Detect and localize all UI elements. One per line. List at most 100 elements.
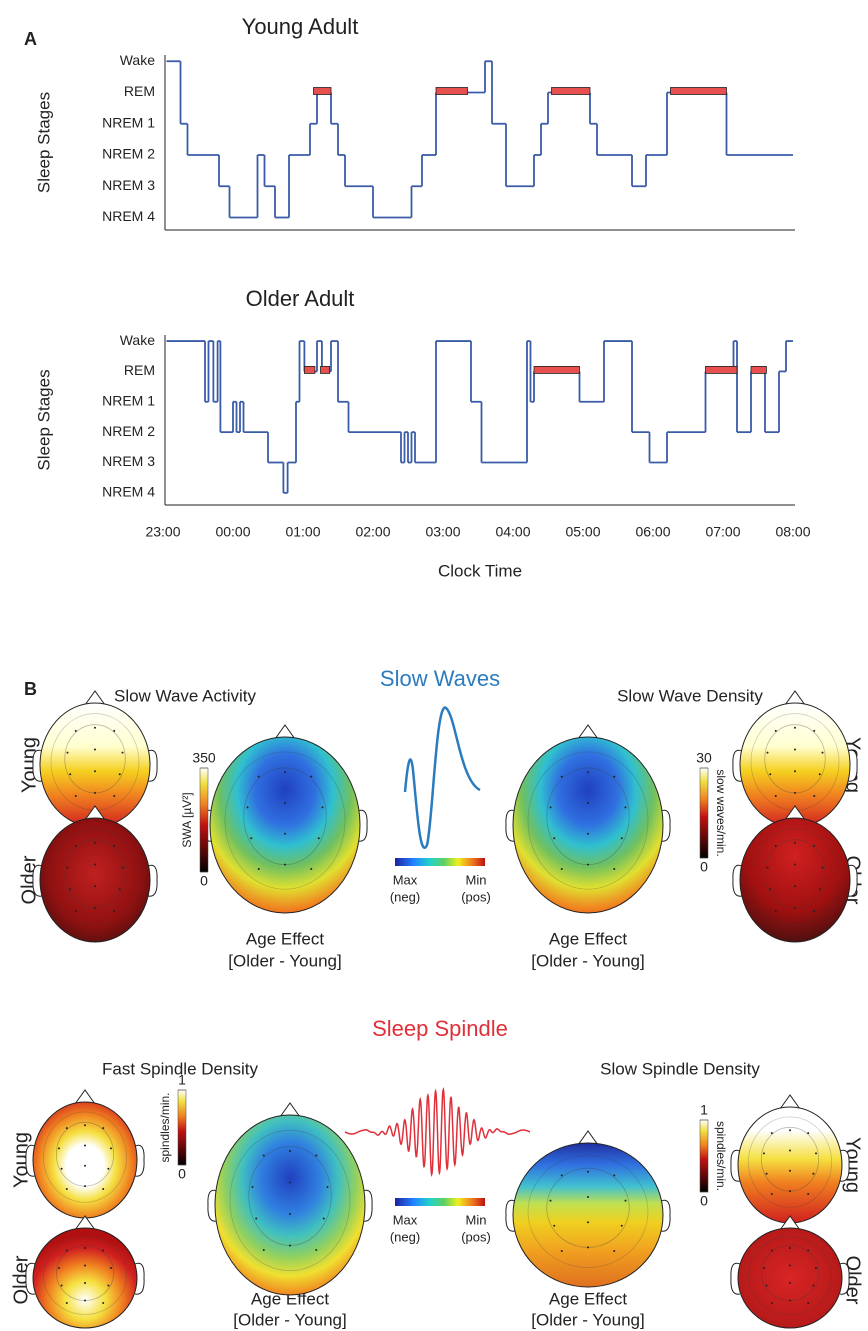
section-title: Slow Waves — [380, 666, 500, 691]
electrode — [315, 1249, 318, 1251]
electrode — [770, 1132, 773, 1135]
head-ear — [847, 749, 858, 782]
scalp-map — [512, 736, 664, 914]
electrode — [257, 775, 260, 778]
electrode — [587, 771, 589, 774]
colorbar-label: spindles/min. — [158, 1092, 172, 1162]
electrode — [121, 866, 124, 869]
electrode — [310, 868, 313, 870]
electrode — [812, 1172, 815, 1175]
head-nose — [577, 1130, 599, 1146]
colorbar-tick-label: 30 — [696, 750, 712, 766]
electrode — [765, 1172, 768, 1175]
scalp-map — [739, 817, 851, 943]
electrode — [289, 1244, 291, 1247]
electrode — [789, 1169, 791, 1172]
head-ear — [134, 1262, 145, 1295]
electrode — [794, 770, 796, 773]
scalp-map — [737, 1227, 843, 1329]
contrast-scale — [395, 858, 485, 866]
electrode — [113, 910, 116, 912]
rem-period — [705, 366, 738, 374]
scalp-map — [32, 1227, 138, 1329]
group-label: Young — [842, 1137, 864, 1193]
electrode — [789, 1299, 791, 1302]
colorbar — [699, 767, 709, 859]
y-tick-label: Wake — [120, 332, 155, 348]
contour — [43, 1111, 127, 1203]
x-tick-label: 00:00 — [215, 524, 250, 540]
rem-period — [551, 87, 591, 95]
electrode — [284, 863, 286, 866]
electrode — [587, 802, 589, 804]
electrode — [774, 795, 777, 797]
y-axis-label: Sleep Stages — [34, 369, 53, 470]
electrode — [65, 1188, 68, 1190]
panel-label: A — [24, 29, 37, 49]
scale-label: (pos) — [461, 889, 491, 904]
electrode — [587, 1246, 589, 1249]
electrode — [102, 1188, 105, 1190]
contour — [43, 1236, 127, 1315]
scale-label: (pos) — [461, 1229, 491, 1244]
topomap — [730, 1215, 850, 1329]
head-nose — [779, 1094, 801, 1110]
topomap — [202, 724, 368, 914]
electrode — [107, 1284, 110, 1287]
scale-label: Min — [466, 872, 487, 887]
electrode — [549, 1199, 552, 1202]
head-ear — [25, 1144, 36, 1177]
electrode — [58, 1147, 60, 1150]
colorbar-tick-label: 1 — [700, 1102, 708, 1118]
topomap — [505, 1130, 671, 1288]
contour — [50, 828, 140, 926]
electrode — [84, 1124, 86, 1127]
electrode — [289, 1213, 291, 1215]
scale-label: Max — [393, 1212, 418, 1227]
map-title: Fast Spindle Density — [102, 1059, 258, 1078]
electrode — [118, 888, 121, 891]
topomap — [730, 1094, 850, 1224]
electrode — [807, 1249, 810, 1252]
head-ear — [839, 1149, 850, 1182]
electrode — [560, 1250, 563, 1252]
colorbar — [699, 1119, 709, 1193]
colorbar-label: SWA [µV²] — [180, 792, 194, 847]
electrode — [317, 837, 320, 840]
contour — [527, 1154, 649, 1268]
age-effect: Age Effect — [549, 1289, 627, 1308]
scale-label: (neg) — [390, 889, 420, 904]
electrode — [624, 1199, 627, 1202]
electrode — [262, 1249, 265, 1251]
colorbar — [199, 767, 209, 873]
electrode — [84, 1164, 86, 1167]
head-ear — [730, 1262, 741, 1295]
electrode — [257, 868, 260, 870]
electrode — [113, 844, 116, 847]
electrode — [813, 729, 816, 732]
head-ear — [505, 1199, 516, 1232]
electrode — [69, 888, 72, 891]
electrode — [94, 885, 96, 888]
electrode — [766, 866, 769, 869]
electrode — [284, 771, 286, 774]
electrode — [289, 1181, 291, 1184]
electrode — [84, 1247, 86, 1249]
electrode — [774, 910, 777, 912]
rem-period — [670, 87, 727, 95]
x-tick-label: 05:00 — [565, 524, 600, 540]
electrode — [102, 1302, 105, 1304]
head-nose — [84, 805, 106, 821]
scale-label: Max — [393, 872, 418, 887]
group-label: Young — [10, 1132, 32, 1188]
rem-period — [533, 366, 580, 374]
electrode — [624, 806, 627, 809]
y-tick-label: NREM 3 — [102, 177, 155, 193]
topomap — [25, 1215, 145, 1329]
electrode — [613, 1174, 616, 1177]
head-nose — [84, 690, 106, 706]
y-tick-label: NREM 1 — [102, 392, 155, 408]
electrode — [69, 773, 72, 776]
topomap — [732, 805, 858, 943]
electrode — [587, 1170, 589, 1173]
